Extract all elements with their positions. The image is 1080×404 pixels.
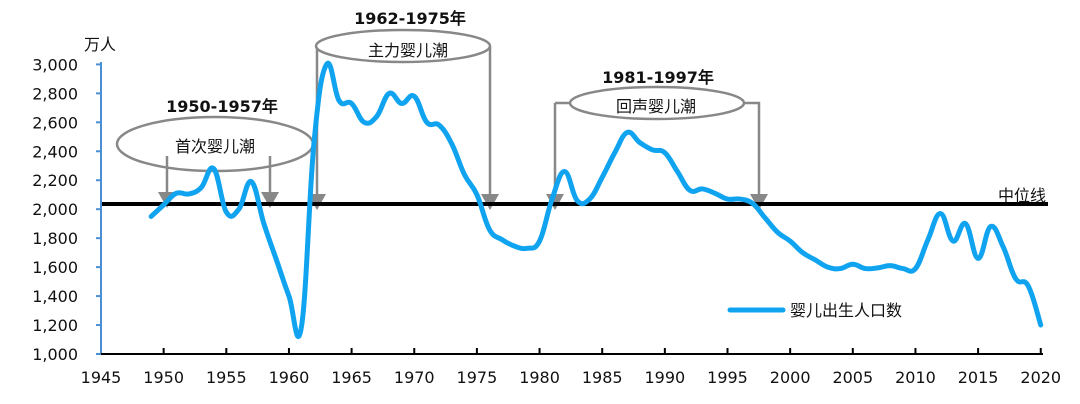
y-tick-label: 1,200 — [32, 316, 78, 335]
y-axis-unit-label: 万人 — [84, 35, 116, 54]
y-axis-ticks: 1,000 1,200 1,400 1,600 1,800 2,000 2,200 2,400… — [32, 55, 101, 364]
x-tick-label: 1985 — [582, 368, 623, 387]
x-tick-label: 1960 — [269, 368, 310, 387]
y-tick-label: 3,000 — [32, 55, 78, 74]
x-tick-label: 2000 — [770, 368, 811, 387]
y-tick-label: 2,000 — [32, 200, 78, 219]
x-axis-ticks: 1945 1950 1955 1960 1965 1970 1975 1980 1985 1990… — [81, 348, 1061, 387]
y-tick-label: 2,200 — [32, 171, 78, 190]
y-tick-label: 1,600 — [32, 258, 78, 277]
x-tick-label: 1950 — [143, 368, 184, 387]
x-tick-label: 1990 — [644, 368, 685, 387]
svg-text:1981-1997年: 1981-1997年 — [602, 68, 714, 87]
y-tick-label: 2,800 — [32, 84, 78, 103]
svg-text:1950-1957年: 1950-1957年 — [166, 97, 278, 116]
svg-text:主力婴儿潮: 主力婴儿潮 — [368, 41, 448, 60]
x-tick-label: 1945 — [81, 368, 122, 387]
svg-text:回声婴儿潮: 回声婴儿潮 — [616, 97, 696, 116]
baby-boom-annotations: 1950-1957年 首次婴儿潮 1962-1975年 主力婴儿潮 1981-1… — [115, 9, 768, 210]
svg-text:首次婴儿潮: 首次婴儿潮 — [175, 137, 255, 156]
x-tick-label: 1965 — [331, 368, 372, 387]
y-tick-label: 1,000 — [32, 345, 78, 364]
birth-population-line — [148, 60, 1044, 339]
y-tick-label: 2,400 — [32, 142, 78, 161]
legend-label: 婴儿出生人口数 — [790, 301, 902, 320]
y-tick-label: 2,600 — [32, 113, 78, 132]
y-tick-label: 1,800 — [32, 229, 78, 248]
x-tick-label: 1955 — [206, 368, 247, 387]
x-tick-label: 2005 — [832, 368, 873, 387]
y-tick-label: 1,400 — [32, 287, 78, 306]
legend: 婴儿出生人口数 — [727, 301, 902, 320]
x-tick-label: 1970 — [394, 368, 435, 387]
annotation-first-baby-boom: 1950-1957年 首次婴儿潮 — [115, 97, 315, 208]
x-tick-label: 2015 — [958, 368, 999, 387]
x-tick-label: 1995 — [707, 368, 748, 387]
annotation-echo-baby-boom: 1981-1997年 回声婴儿潮 — [546, 68, 768, 210]
x-tick-label: 1975 — [457, 368, 498, 387]
x-tick-label: 2010 — [895, 368, 936, 387]
x-tick-label: 1980 — [519, 368, 560, 387]
svg-text:1962-1975年: 1962-1975年 — [354, 9, 466, 28]
median-line-label: 中位线 — [998, 186, 1046, 205]
x-tick-label: 2020 — [1020, 368, 1061, 387]
